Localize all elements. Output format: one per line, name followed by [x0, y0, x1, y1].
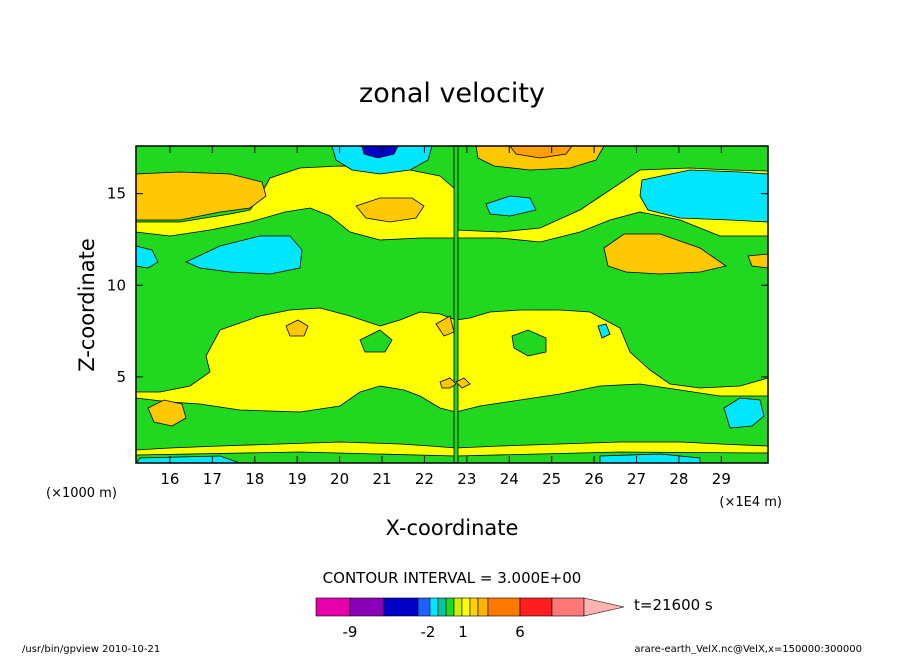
footer-left: /usr/bin/gpview 2010-10-21 — [22, 644, 160, 654]
green-blob-a — [359, 329, 393, 353]
colorbar-swatch — [519, 597, 553, 617]
colorbar-swatch — [315, 597, 351, 617]
x-tick-label: 20 — [330, 470, 349, 488]
y-axis-label: Z-coordinate — [75, 238, 99, 372]
colorbar-swatch — [469, 597, 479, 617]
colorbar-tick-label: 6 — [515, 623, 525, 641]
orange-small-center-right — [455, 377, 471, 389]
x-unit-right: (×1E4 m) — [719, 495, 782, 510]
y-tick-label: 15 — [107, 185, 126, 203]
y-axis: 5 10 15 — [107, 185, 768, 386]
x-tick-label: 27 — [627, 470, 646, 488]
colorbar — [315, 597, 625, 617]
colorbar-swatch — [453, 597, 463, 617]
orange-upper-center-left — [355, 197, 425, 223]
colorbar-tick-label: 1 — [458, 623, 468, 641]
x-tick-label: 26 — [585, 470, 604, 488]
orange-lower-left — [147, 399, 187, 427]
x-tick-label: 21 — [372, 470, 391, 488]
cyan-lower-right — [723, 397, 765, 429]
colorbar-extension-arrow — [583, 597, 625, 617]
x-tick-label: 19 — [288, 470, 307, 488]
green-vertical-center — [453, 145, 459, 464]
colorbar-swatch — [445, 597, 455, 617]
cyan-small-blob — [597, 323, 611, 339]
time-label: t=21600 s — [634, 596, 713, 614]
y-tick-label: 10 — [107, 276, 126, 294]
green-blob-b — [511, 329, 547, 357]
orange-small-center-left — [285, 319, 309, 337]
colorbar-labels: -9 -2 1 6 — [343, 623, 525, 641]
cyan-top-right-small — [485, 195, 537, 217]
x-tick-label: 23 — [457, 470, 476, 488]
x-tick-label: 22 — [415, 470, 434, 488]
plot-frame — [135, 145, 769, 464]
x-unit-left: (×1000 m) — [46, 486, 117, 501]
green-lower-left — [135, 385, 457, 451]
x-tick-label: 25 — [542, 470, 561, 488]
footer-right: arare-earth_VelX.nc@VelX,x=150000:300000 — [634, 644, 862, 654]
x-axis: 16 17 18 19 20 21 22 23 24 25 26 27 28 29 — [160, 146, 731, 488]
orange-small-center — [439, 377, 457, 389]
x-axis-label: X-coordinate — [386, 516, 519, 540]
orange-middle-right — [603, 233, 727, 275]
cyan-bottom-right — [599, 453, 701, 464]
colorbar-swatch — [461, 597, 471, 617]
x-tick-label: 28 — [669, 470, 688, 488]
contour-interval: CONTOUR INTERVAL = 3.000E+00 — [323, 569, 582, 587]
colorbar-swatch — [437, 597, 447, 617]
colorbar-swatch — [383, 597, 419, 617]
cyan-top-left — [331, 145, 433, 175]
x-tick-label: 16 — [160, 470, 179, 488]
colorbar-tick-label: -9 — [343, 623, 358, 641]
colorbar-swatch — [477, 597, 489, 617]
cyan-regions — [135, 145, 769, 464]
orange-top-left — [135, 171, 267, 221]
cyan-middle-left — [185, 235, 303, 275]
colorbar-swatch — [487, 597, 521, 617]
x-tick-label: 17 — [203, 470, 222, 488]
cyan-top-right-large — [639, 169, 769, 223]
y-tick-label: 5 — [116, 368, 126, 386]
colorbar-swatch — [417, 597, 431, 617]
colorbar-tick-label: -2 — [421, 623, 436, 641]
x-tick-label: 18 — [245, 470, 264, 488]
colorbar-swatch — [349, 597, 385, 617]
x-tick-label: 24 — [500, 470, 519, 488]
orange-small-center-b — [435, 315, 455, 337]
plot-area — [135, 145, 769, 464]
colorbar-swatch — [551, 597, 585, 617]
chart-title: zonal velocity — [359, 78, 545, 109]
colorbar-swatch — [429, 597, 439, 617]
x-tick-label: 29 — [712, 470, 731, 488]
